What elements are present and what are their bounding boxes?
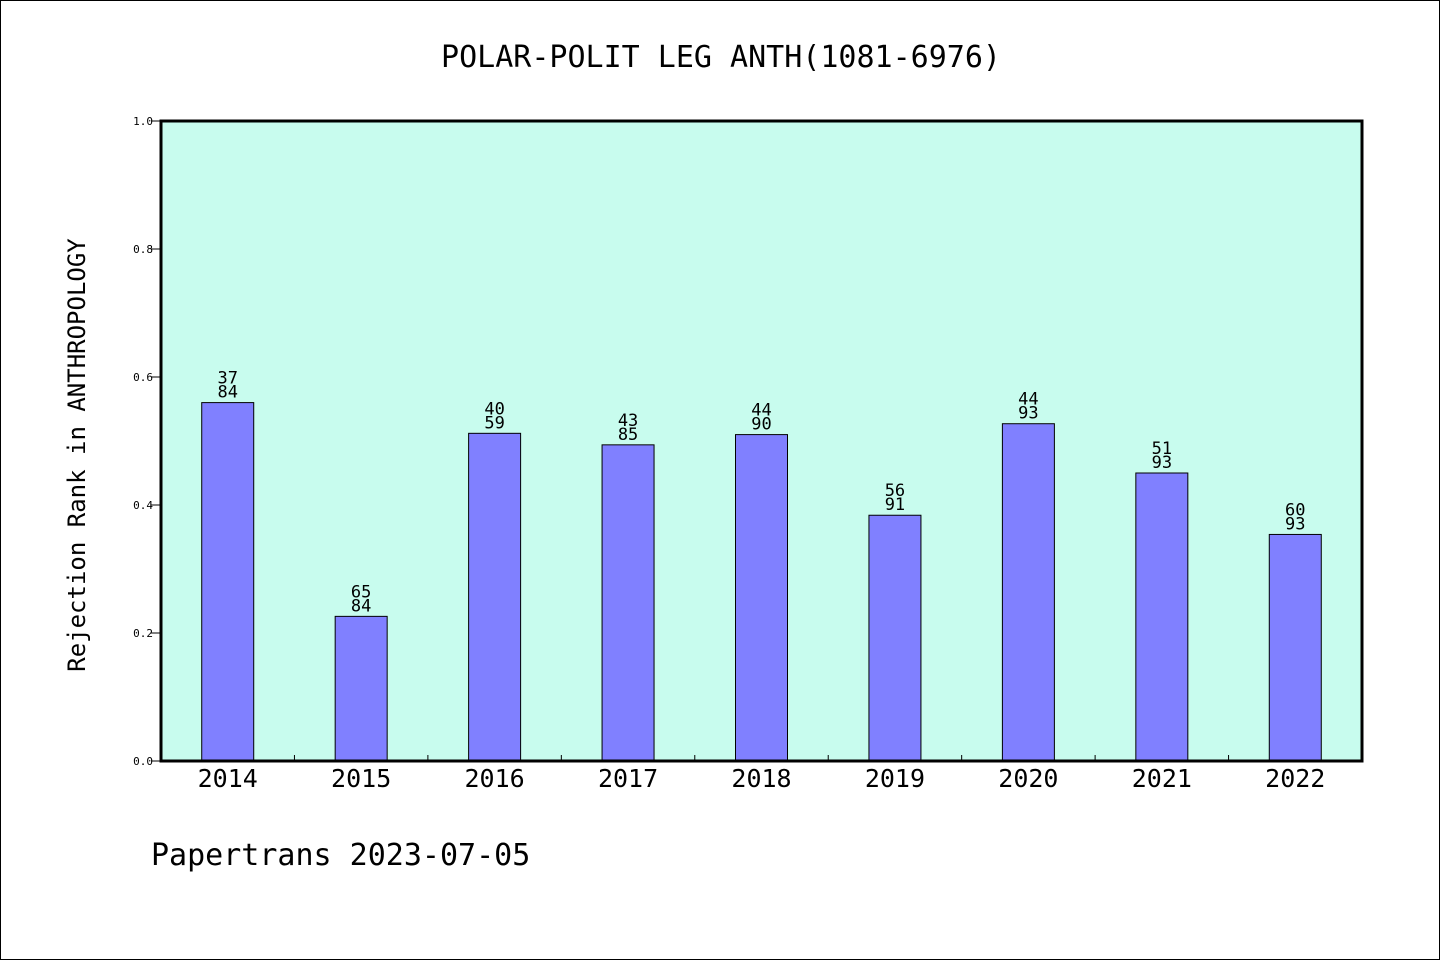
bar-label-top: 37 xyxy=(217,369,237,389)
x-tick-label: 2017 xyxy=(598,764,658,793)
bar xyxy=(1135,472,1189,762)
bar-label-top: 43 xyxy=(618,411,638,431)
chart-title: POLAR-POLIT LEG ANTH(1081-6976) xyxy=(441,40,1001,75)
bar-label-bottom: 91 xyxy=(885,495,905,515)
bar-label-bottom: 84 xyxy=(351,596,371,616)
y-tick-label: 0.0 xyxy=(133,755,153,768)
x-tick-label: 2014 xyxy=(198,764,258,793)
x-tick-label: 2022 xyxy=(1265,764,1325,793)
bar xyxy=(601,444,655,762)
x-axis: 2014 2015 2016 2017 2018 2019 2020 2021 2022 xyxy=(198,755,1325,793)
x-tick-label: 2019 xyxy=(865,764,925,793)
bar-label-bottom: 85 xyxy=(618,425,638,445)
plot-border xyxy=(159,119,1364,763)
bar-label-bottom: 93 xyxy=(1018,404,1038,424)
x-tick-label: 2015 xyxy=(331,764,391,793)
y-axis-label: Rejection Rank in ANTHROPOLOGY xyxy=(63,238,91,672)
bar-label-bottom: 59 xyxy=(484,413,504,433)
footer-date: Papertrans 2023-07-05 xyxy=(151,838,530,873)
y-tick-label: 0.4 xyxy=(133,499,153,512)
bar-label-top: 44 xyxy=(751,401,771,421)
y-axis: 0.0 0.2 0.4 0.6 0.8 1.0 xyxy=(133,115,161,768)
bar xyxy=(735,434,788,762)
x-tick-label: 2021 xyxy=(1132,764,1192,793)
x-tick-label: 2020 xyxy=(998,764,1058,793)
bar-label-bottom: 84 xyxy=(217,383,237,403)
bar xyxy=(1268,533,1322,762)
y-tick-label: 0.2 xyxy=(133,627,153,640)
x-tick-label: 2016 xyxy=(465,764,525,793)
bar-label-top: 56 xyxy=(885,481,905,501)
y-tick-label: 0.6 xyxy=(133,371,153,384)
bar xyxy=(868,514,922,762)
bar xyxy=(1001,423,1055,762)
bar xyxy=(201,402,255,762)
bar-label-top: 40 xyxy=(484,399,504,419)
bar xyxy=(468,432,522,762)
bar-label-bottom: 93 xyxy=(1285,514,1305,534)
bar-label-top: 51 xyxy=(1152,439,1172,459)
y-tick-label: 0.8 xyxy=(133,243,153,256)
bar-label-top: 65 xyxy=(351,582,371,602)
y-tick-label: 1.0 xyxy=(133,115,153,128)
bar-label-bottom: 93 xyxy=(1152,453,1172,473)
bar-label-bottom: 90 xyxy=(751,415,771,435)
bar-label-top: 60 xyxy=(1285,500,1305,520)
bar xyxy=(334,615,388,762)
x-tick-label: 2018 xyxy=(731,764,791,793)
bar-label-top: 44 xyxy=(1018,390,1038,410)
